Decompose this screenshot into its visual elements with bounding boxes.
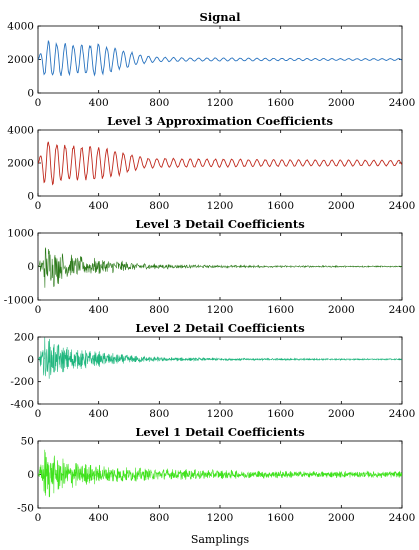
x-tick-label: 1200 — [207, 97, 234, 109]
y-tick-label: 1000 — [7, 228, 34, 240]
x-tick-label: 0 — [35, 408, 42, 420]
x-tick-label: 800 — [149, 200, 169, 212]
series-line — [38, 449, 402, 498]
y-tick-label: 0 — [27, 191, 34, 203]
x-tick-label: 0 — [35, 200, 42, 212]
chart-title: Level 2 Detail Coefficients — [135, 321, 304, 335]
x-tick-label: 1600 — [267, 304, 294, 316]
x-tick-label: 800 — [149, 304, 169, 316]
chart-title: Level 3 Approximation Coefficients — [107, 114, 333, 128]
y-tick-label: 0 — [27, 88, 34, 100]
x-tick-label: 1200 — [207, 512, 234, 524]
x-tick-label: 2400 — [389, 97, 416, 109]
series-line — [38, 337, 402, 379]
chart-title: Signal — [200, 10, 242, 24]
x-axis-label: Samplings — [191, 533, 250, 546]
x-tick-label: 1600 — [267, 200, 294, 212]
x-tick-label: 2000 — [328, 97, 355, 109]
series-line — [38, 39, 402, 77]
subplot-4: Level 2 Detail Coefficients 0 400 800 1200 16… — [10, 321, 415, 420]
x-tick-label: 1600 — [267, 97, 294, 109]
x-tick-label: 800 — [149, 97, 169, 109]
x-tick-label: 1200 — [207, 304, 234, 316]
x-tick-label: 2000 — [328, 408, 355, 420]
x-tick-label: 0 — [35, 512, 42, 524]
x-tick-label: 1200 — [207, 200, 234, 212]
x-tick-label: 1600 — [267, 408, 294, 420]
x-tick-label: 2000 — [328, 304, 355, 316]
chart-title: Level 1 Detail Coefficients — [135, 425, 304, 439]
x-tick-label: 1600 — [267, 512, 294, 524]
y-tick-label: 2000 — [7, 54, 34, 66]
y-tick-label: 2000 — [7, 158, 34, 170]
plot-area — [37, 25, 403, 94]
x-tick-label: 2000 — [328, 512, 355, 524]
x-tick-label: 800 — [149, 408, 169, 420]
x-tick-label: 400 — [89, 97, 109, 109]
subplot-2: Level 3 Approximation Coefficients 0 400 80… — [7, 114, 415, 212]
x-tick-label: 400 — [89, 512, 109, 524]
x-tick-label: 800 — [149, 512, 169, 524]
x-tick-label: 2400 — [389, 512, 416, 524]
x-tick-label: 1200 — [207, 408, 234, 420]
x-tick-label: 2400 — [389, 200, 416, 212]
y-tick-label: 4000 — [7, 125, 34, 137]
y-tick-label: 0 — [27, 261, 34, 273]
plot-area — [37, 336, 403, 405]
y-tick-label: -200 — [10, 376, 34, 388]
subplot-1: Signal 0 400 800 1200 1600 2000 2400 0 2000 4000 — [7, 10, 415, 109]
y-tick-label: -1000 — [4, 295, 34, 307]
subplot-5: Level 1 Detail Coefficients 0 400 800 1200 16… — [17, 425, 415, 546]
x-tick-label: 2400 — [389, 408, 416, 420]
y-tick-label: 200 — [14, 332, 34, 344]
subplot-3: Level 3 Detail Coefficients 0 400 800 1200 16… — [4, 217, 416, 316]
x-tick-label: 0 — [35, 97, 42, 109]
y-tick-label: -400 — [10, 399, 34, 411]
x-tick-label: 400 — [89, 200, 109, 212]
x-tick-label: 400 — [89, 408, 109, 420]
y-tick-label: -50 — [17, 503, 34, 515]
y-tick-label: 0 — [27, 354, 34, 366]
y-tick-label: 0 — [27, 469, 34, 481]
x-tick-label: 2400 — [389, 304, 416, 316]
y-tick-label: 50 — [21, 436, 34, 448]
x-tick-label: 400 — [89, 304, 109, 316]
chart-title: Level 3 Detail Coefficients — [135, 217, 304, 231]
y-tick-label: 4000 — [7, 21, 34, 33]
series-line — [38, 247, 402, 288]
x-tick-label: 0 — [35, 304, 42, 316]
series-line — [38, 141, 402, 186]
x-tick-label: 2000 — [328, 200, 355, 212]
